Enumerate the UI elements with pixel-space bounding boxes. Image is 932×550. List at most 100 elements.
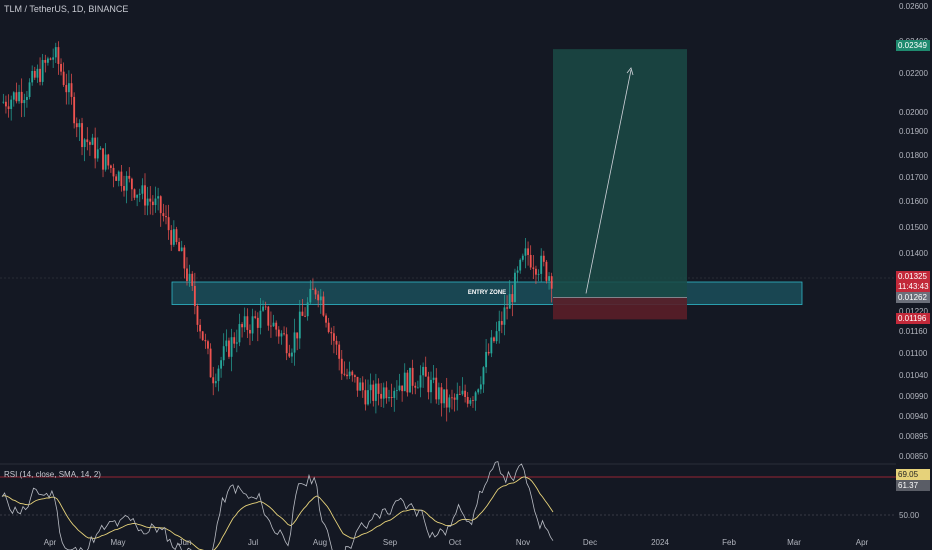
candle-body xyxy=(529,254,532,268)
candle-body xyxy=(490,337,493,354)
candle-body xyxy=(130,178,133,190)
candle-body xyxy=(466,396,469,404)
rsi-sma-tag: 61.37 xyxy=(896,480,930,491)
candle-body xyxy=(52,57,55,60)
candle-body xyxy=(409,367,411,393)
candle-body xyxy=(519,259,522,271)
price-tick-label: 0.01900 xyxy=(899,127,928,136)
candle-body xyxy=(482,367,485,385)
candle-body xyxy=(532,267,535,269)
candle-body xyxy=(62,71,65,85)
target-price-tag: 0.02349 xyxy=(896,40,930,51)
time-tick-label: Dec xyxy=(582,538,598,547)
rsi-pane: 70.0050.0025.00 xyxy=(0,461,920,550)
candle-body xyxy=(99,148,102,150)
candle-body xyxy=(398,385,401,391)
candle-body xyxy=(411,367,414,386)
candle-body xyxy=(141,185,144,194)
candle-body xyxy=(338,344,341,359)
candle-body xyxy=(521,255,524,260)
rsi-label: RSI (14, close, SMA, 14, 2) xyxy=(4,470,101,479)
candle-body xyxy=(301,311,304,316)
stop-price-tag: 0.01196 xyxy=(896,313,930,324)
candle-body xyxy=(193,285,196,307)
candle-body xyxy=(516,270,519,273)
candle-body xyxy=(183,247,186,269)
candle-body xyxy=(170,230,173,245)
candle-body xyxy=(472,400,474,401)
candle-body xyxy=(102,148,104,170)
candle-body xyxy=(487,351,490,354)
time-tick-label: 2024 xyxy=(651,538,669,547)
candle-body xyxy=(104,154,107,170)
candle-body xyxy=(18,91,20,102)
candle-body xyxy=(107,154,110,166)
candle-body xyxy=(109,165,112,168)
price-tick-label: 0.00940 xyxy=(899,412,928,421)
candle-body xyxy=(172,229,175,245)
candle-body xyxy=(228,340,230,357)
candle-body xyxy=(15,92,18,102)
candle-body xyxy=(464,390,467,397)
entry-price-tag: 0.01262 xyxy=(896,292,930,303)
price-tick-label: 0.01400 xyxy=(899,249,928,258)
candle-body xyxy=(325,315,327,323)
candle-body xyxy=(403,372,406,392)
candle-body xyxy=(291,352,293,357)
time-tick-label: Nov xyxy=(515,538,531,547)
candle-body xyxy=(395,390,398,391)
candles xyxy=(2,41,553,422)
projection-arrow-head xyxy=(626,67,634,76)
candle-body xyxy=(44,59,47,63)
candle-body xyxy=(451,397,453,399)
rsi-sma-line xyxy=(1,476,554,550)
candle-body xyxy=(419,375,422,388)
candle-body xyxy=(514,272,516,302)
candle-body xyxy=(380,393,383,399)
candle-body xyxy=(207,341,209,349)
candle-body xyxy=(238,324,241,343)
candle-body xyxy=(54,47,57,58)
candle-body xyxy=(225,340,228,347)
candle-body xyxy=(120,171,123,187)
candle-body xyxy=(256,317,259,328)
candle-body xyxy=(511,294,514,302)
candle-body xyxy=(186,268,188,281)
candle-body xyxy=(364,390,367,405)
candle-body xyxy=(49,58,52,60)
candle-body xyxy=(157,196,160,199)
candle-body xyxy=(298,311,301,339)
candle-body xyxy=(259,310,262,328)
candle-body xyxy=(201,331,204,341)
candle-body xyxy=(230,337,233,357)
candle-body xyxy=(136,194,139,198)
candle-body xyxy=(31,70,34,83)
candle-body xyxy=(293,332,296,353)
candle-body xyxy=(500,321,503,325)
candle-body xyxy=(81,123,83,148)
candle-body xyxy=(217,368,220,382)
candle-body xyxy=(144,185,146,206)
candle-body xyxy=(416,387,419,389)
candle-body xyxy=(340,358,343,374)
entry-zone-label: ENTRY ZONE xyxy=(468,290,506,296)
price-tick-label: 0.00850 xyxy=(899,452,928,461)
candle-body xyxy=(133,189,136,198)
candle-body xyxy=(469,400,472,404)
candle-body xyxy=(461,390,464,395)
candle-body xyxy=(498,321,501,332)
candle-body xyxy=(332,333,335,341)
price-tick-label: 0.00990 xyxy=(899,392,928,401)
rsi-value-tag: 69.05 xyxy=(896,469,930,480)
candle-body xyxy=(138,193,141,195)
candle-body xyxy=(432,377,435,380)
candle-body xyxy=(448,397,451,408)
candle-body xyxy=(314,289,317,295)
candle-body xyxy=(249,329,251,334)
candle-body xyxy=(167,217,170,231)
candle-body xyxy=(70,83,73,97)
candle-body xyxy=(540,255,543,274)
candle-body xyxy=(388,397,390,399)
candle-body xyxy=(535,268,537,275)
